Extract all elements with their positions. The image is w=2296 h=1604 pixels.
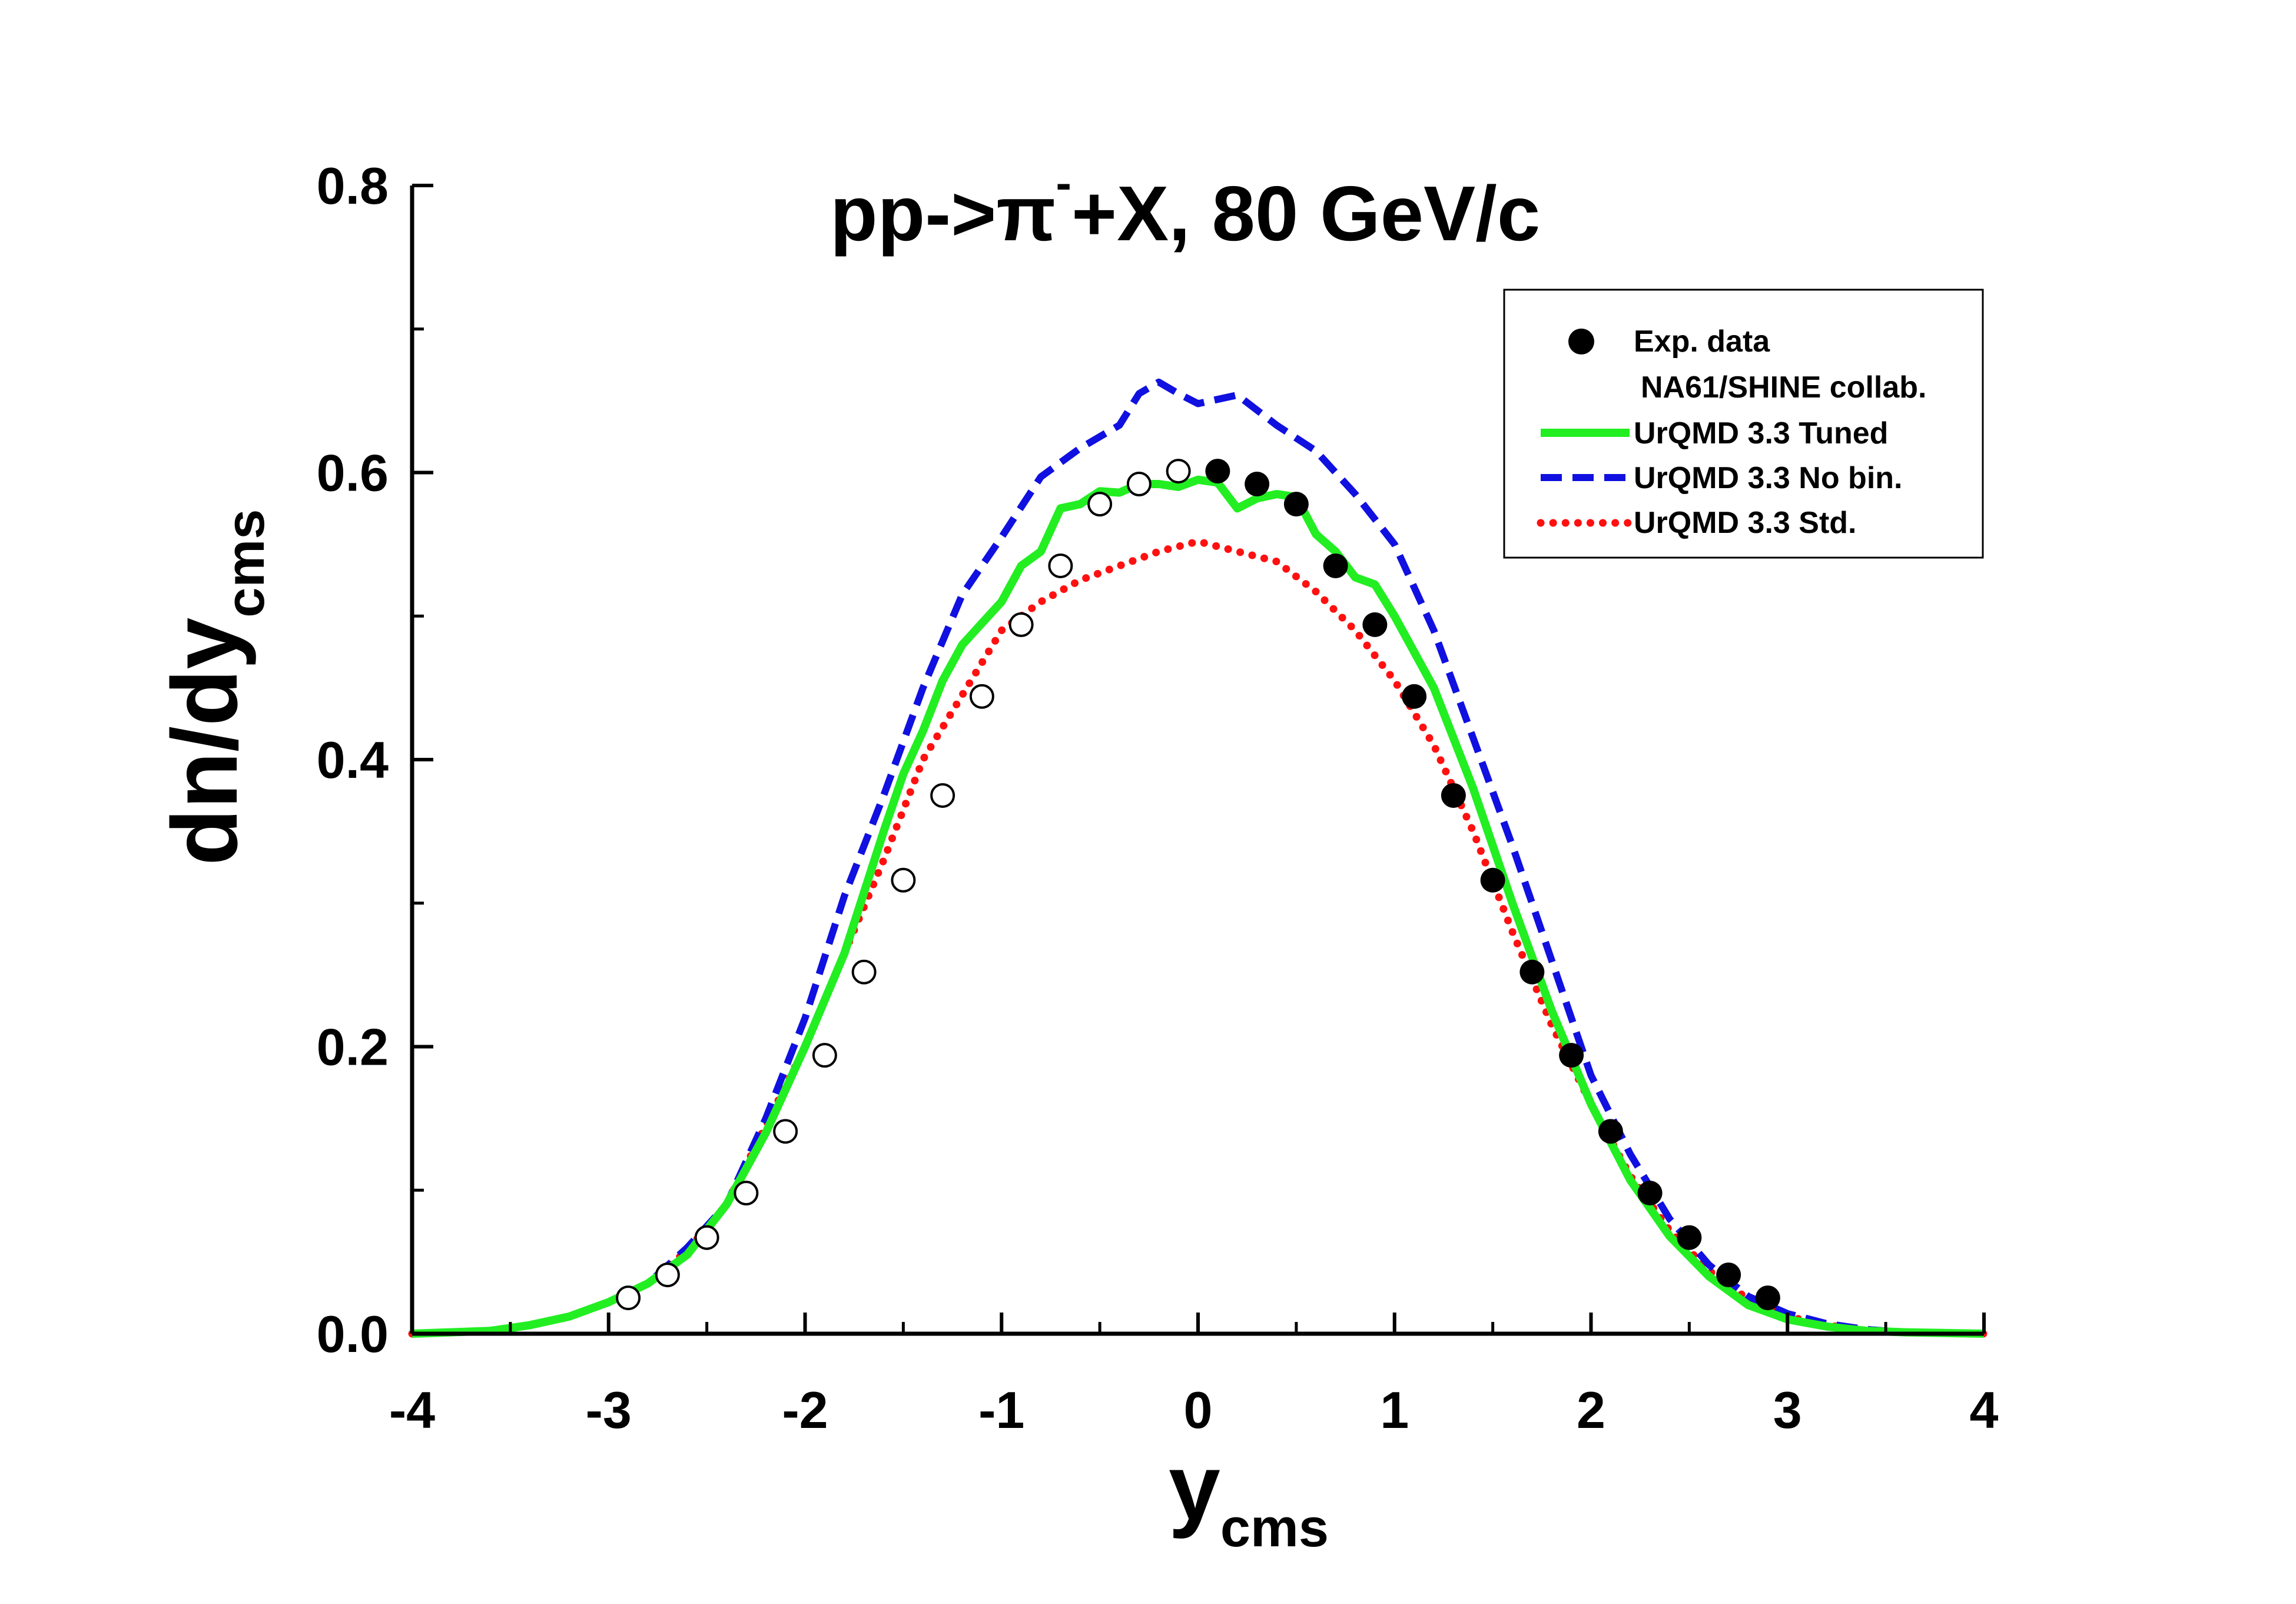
- exp-data-point-reflected: [616, 1285, 641, 1311]
- data-points-layer: [616, 459, 1780, 1311]
- exp-data-point-reflected: [1008, 612, 1034, 637]
- exp-data-point-reflected: [1087, 492, 1113, 517]
- chart-title: pp->π-+X, 80 GeV/c: [830, 157, 1540, 257]
- legend-label-collaboration: NA61/SHINE collab.: [1641, 370, 1926, 405]
- y-tick-label: 0.2: [317, 1018, 389, 1076]
- exp-data-point: [1559, 1043, 1584, 1068]
- legend-label-tuned: UrQMD 3.3 Tuned: [1634, 416, 1888, 450]
- x-tick-label: 0: [1184, 1381, 1213, 1439]
- exp-data-point: [1755, 1285, 1780, 1311]
- exp-data-point-reflected: [1166, 459, 1191, 484]
- exp-data-point: [1205, 459, 1230, 484]
- x-tick-label: 4: [1970, 1381, 1999, 1439]
- title-rest: +X, 80 GeV/c: [1071, 170, 1540, 257]
- exp-data-point-reflected: [851, 959, 877, 985]
- title-superscript: -: [1056, 157, 1071, 209]
- exp-data-point: [1716, 1262, 1741, 1288]
- exp-data-point-reflected: [812, 1043, 837, 1068]
- exp-data-point-reflected: [734, 1181, 759, 1206]
- x-tick-label: 3: [1773, 1381, 1802, 1439]
- y-tick-label: 0.0: [317, 1305, 389, 1363]
- legend-marker-exp-data: [1568, 329, 1594, 354]
- y-tick-label: 0.8: [317, 157, 389, 215]
- exp-data-point-reflected: [694, 1225, 719, 1250]
- exp-data-point: [1598, 1119, 1623, 1144]
- x-tick-label: -3: [586, 1381, 632, 1439]
- x-tick-label: -4: [389, 1381, 435, 1439]
- exp-data-point: [1402, 684, 1427, 709]
- y-axis-label: dn/dycms: [153, 509, 276, 866]
- ticks-layer: -4 -3 -2 -1 0 1 2 3 4 0.0 0.2 0.4 0.6 0.8: [317, 157, 1999, 1439]
- exp-data-point: [1245, 472, 1270, 496]
- y-tick-label: 0.4: [317, 731, 389, 789]
- exp-data-point-reflected: [655, 1262, 680, 1288]
- y-axis-label-main: dn/dy: [153, 618, 257, 866]
- exp-data-point-reflected: [1048, 553, 1073, 578]
- x-axis-label-sub: cms: [1220, 1498, 1329, 1558]
- y-tick-label: 0.6: [317, 444, 389, 502]
- exp-data-point: [1323, 553, 1348, 578]
- legend-label-std: UrQMD 3.3 Std.: [1634, 506, 1857, 540]
- title-main: pp->π: [830, 170, 1056, 257]
- exp-data-point-reflected: [1126, 472, 1152, 496]
- legend-label-nobin: UrQMD 3.3 No bin.: [1634, 461, 1902, 495]
- x-axis-label: ycms: [1169, 1436, 1329, 1558]
- exp-data-point-reflected: [773, 1119, 798, 1144]
- y-axis-label-sub: cms: [215, 509, 276, 618]
- exp-data-point: [1677, 1225, 1702, 1250]
- exp-data-point-reflected: [891, 867, 916, 893]
- x-tick-label: -1: [978, 1381, 1024, 1439]
- exp-data-point: [1362, 612, 1388, 637]
- x-axis-label-main: y: [1169, 1436, 1220, 1539]
- exp-data-point-reflected: [969, 684, 994, 709]
- exp-data-point: [1519, 959, 1545, 985]
- exp-data-point: [1283, 492, 1309, 517]
- legend-label-exp-data: Exp. data: [1634, 324, 1770, 359]
- exp-data-point-reflected: [930, 783, 955, 808]
- exp-data-point: [1637, 1181, 1663, 1206]
- exp-data-point: [1480, 867, 1505, 893]
- x-tick-label: -2: [782, 1381, 828, 1439]
- x-tick-label: 1: [1380, 1381, 1409, 1439]
- exp-data-point: [1441, 783, 1466, 808]
- legend: Exp. data NA61/SHINE collab. UrQMD 3.3 T…: [1503, 289, 1984, 559]
- x-tick-label: 2: [1577, 1381, 1605, 1439]
